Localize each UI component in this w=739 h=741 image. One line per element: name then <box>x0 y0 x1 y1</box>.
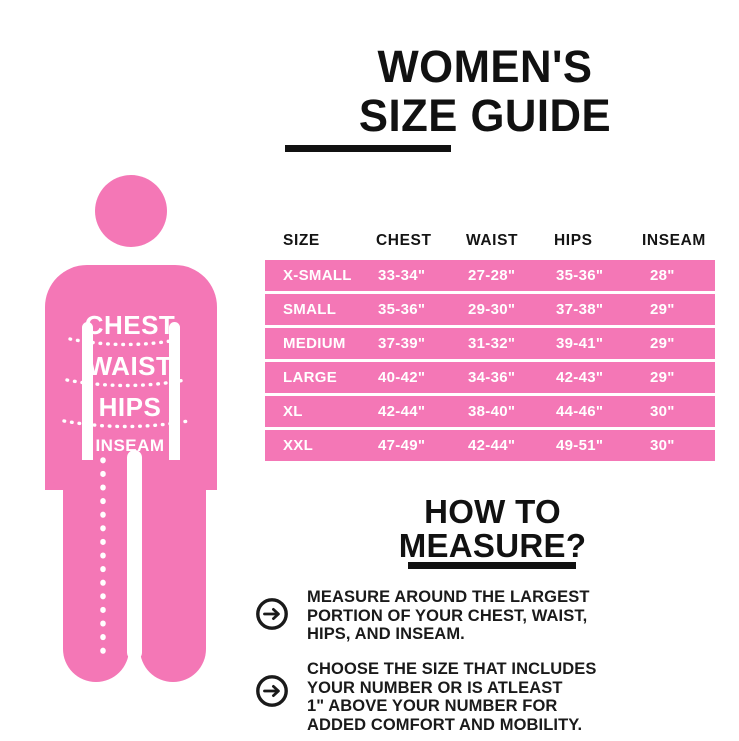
cell-inseam: 30" <box>650 437 675 454</box>
cell-size: X-SMALL <box>283 267 352 284</box>
waist-measure-dotted-line <box>65 377 187 391</box>
title-line-1: WOMEN'S <box>377 41 593 92</box>
table-row: X-SMALL 33-34" 27-28" 35-36" 28" <box>265 260 715 291</box>
cell-waist: 27-28" <box>468 267 516 284</box>
title-underline <box>285 145 451 152</box>
cell-chest: 47-49" <box>378 437 426 454</box>
figure-head <box>95 175 167 247</box>
cell-hips: 37-38" <box>556 301 604 318</box>
figure-arm-gap-left <box>82 322 93 482</box>
cell-chest: 42-44" <box>378 403 426 420</box>
page-title: WOMEN'S SIZE GUIDE <box>250 44 720 138</box>
table-row: XXL 47-49" 42-44" 49-51" 30" <box>265 430 715 461</box>
measure-tip-1: MEASURE AROUND THE LARGEST PORTION OF YO… <box>255 588 590 644</box>
cell-inseam: 30" <box>650 403 675 420</box>
cell-size: XXL <box>283 437 314 454</box>
chest-measure-dotted-line <box>68 336 184 350</box>
cell-waist: 42-44" <box>468 437 516 454</box>
title-line-2: SIZE GUIDE <box>358 90 612 141</box>
figure-leg-left <box>63 460 129 682</box>
cell-waist: 29-30" <box>468 301 516 318</box>
table-header-waist: WAIST <box>466 232 519 249</box>
cell-chest: 35-36" <box>378 301 426 318</box>
figure-leg-right <box>140 460 206 682</box>
cell-hips: 39-41" <box>556 335 604 352</box>
cell-inseam: 28" <box>650 267 675 284</box>
inseam-measure-dotted-line <box>98 457 108 662</box>
cell-inseam: 29" <box>650 335 675 352</box>
figure-label-hips: HIPS <box>98 392 162 422</box>
table-row: LARGE 40-42" 34-36" 42-43" 29" <box>265 362 715 393</box>
figure-label-waist: WAIST <box>87 351 173 381</box>
table-row: SMALL 35-36" 29-30" 37-38" 29" <box>265 294 715 325</box>
size-table: SIZE CHEST WAIST HIPS INSEAM X-SMALL 33-… <box>265 228 715 464</box>
cell-chest: 40-42" <box>378 369 426 386</box>
table-row: MEDIUM 37-39" 31-32" 39-41" 29" <box>265 328 715 359</box>
cell-inseam: 29" <box>650 369 675 386</box>
figure-arm-right <box>180 322 217 485</box>
measure-tip-2: CHOOSE THE SIZE THAT INCLUDES YOUR NUMBE… <box>255 660 597 734</box>
howto-underline <box>408 562 576 569</box>
cell-hips: 49-51" <box>556 437 604 454</box>
figure-arm-left <box>45 322 82 485</box>
cell-waist: 38-40" <box>468 403 516 420</box>
cell-hips: 44-46" <box>556 403 604 420</box>
cell-waist: 31-32" <box>468 335 516 352</box>
figure-leg-gap <box>127 450 142 660</box>
cell-size: XL <box>283 403 303 420</box>
cell-waist: 34-36" <box>468 369 516 386</box>
cell-size: MEDIUM <box>283 335 346 352</box>
table-header-inseam: INSEAM <box>642 232 706 249</box>
cell-chest: 37-39" <box>378 335 426 352</box>
table-header-chest: CHEST <box>376 232 432 249</box>
howto-line-2: MEASURE? <box>398 527 587 564</box>
cell-inseam: 29" <box>650 301 675 318</box>
figure-arm-gap-right <box>169 322 180 482</box>
measure-tip-1-text: MEASURE AROUND THE LARGEST PORTION OF YO… <box>307 588 590 643</box>
table-header-hips: HIPS <box>554 232 593 249</box>
cell-hips: 35-36" <box>556 267 604 284</box>
measure-tip-2-text: CHOOSE THE SIZE THAT INCLUDES YOUR NUMBE… <box>307 660 597 734</box>
figure-label-chest: CHEST <box>84 310 176 340</box>
howto-heading: HOW TO MEASURE? <box>340 495 645 563</box>
hips-measure-dotted-line <box>62 418 190 432</box>
howto-line-1: HOW TO <box>424 493 561 530</box>
arrow-circle-icon <box>255 674 289 708</box>
figure-label-inseam: INSEAM <box>95 436 165 455</box>
cell-chest: 33-34" <box>378 267 426 284</box>
body-figure: CHEST WAIST HIPS INSEAM <box>20 170 260 695</box>
cell-size: SMALL <box>283 301 337 318</box>
table-header-row: SIZE CHEST WAIST HIPS INSEAM <box>265 228 715 254</box>
arrow-circle-icon <box>255 597 289 631</box>
table-header-size: SIZE <box>283 232 320 249</box>
cell-hips: 42-43" <box>556 369 604 386</box>
cell-size: LARGE <box>283 369 337 386</box>
table-row: XL 42-44" 38-40" 44-46" 30" <box>265 396 715 427</box>
